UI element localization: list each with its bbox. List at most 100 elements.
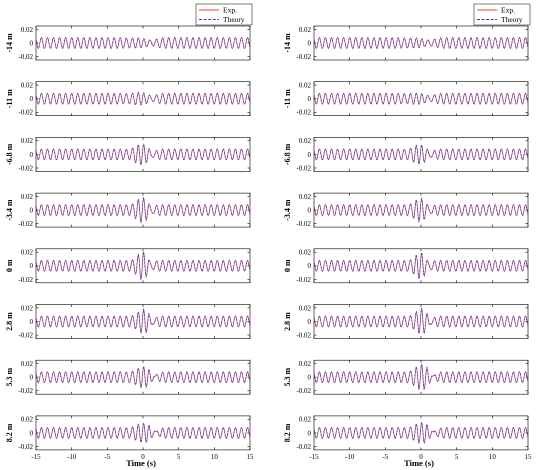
series-theory-line: [313, 144, 529, 165]
row-label: 8.2 m: [283, 423, 292, 442]
x-tick-label: -15: [31, 453, 41, 461]
y-tick-label: -0.02: [296, 109, 311, 117]
plot-frame: [313, 359, 529, 395]
y-tick-label: 0: [30, 318, 34, 326]
series-theory-line: [313, 421, 529, 444]
plot-frame: [35, 415, 251, 451]
x-tick-label: 15: [247, 453, 255, 461]
y-tick-label: 0.02: [21, 137, 34, 145]
y-tick-label: 0: [30, 95, 34, 103]
subplot-left-6: 0.02 0 -0.02 5.3 m: [5, 359, 251, 395]
y-tick-label: -0.02: [18, 332, 33, 340]
y-tick-label: 0.02: [299, 304, 312, 312]
series-theory-line: [313, 92, 529, 105]
y-tick-label: 0: [308, 151, 312, 159]
y-tick-label: -0.02: [18, 443, 33, 451]
series-exp-line: [35, 144, 251, 165]
plot-frame: [313, 192, 529, 228]
x-axis-title-right: Time (s): [404, 458, 434, 468]
x-tick-label: 10: [211, 453, 219, 461]
series-theory-line: [313, 307, 529, 335]
subplot-right-6: 0.02 0 -0.02 5.3 m: [283, 359, 529, 395]
y-tick-label: 0.02: [299, 26, 312, 34]
subplot-left-1: 0.02 0 -0.02 -11 m: [5, 81, 251, 117]
y-tick-label: 0.02: [21, 360, 34, 368]
y-tick-label: 0: [30, 39, 34, 47]
y-tick-label: 0.02: [21, 82, 34, 90]
row-label: -11 m: [283, 89, 292, 108]
y-tick-label: -0.02: [296, 276, 311, 284]
series-theory-line: [35, 37, 251, 49]
y-tick-label: 0: [308, 39, 312, 47]
subplot-left-5: 0.02 0 -0.02 2.8 m: [5, 304, 251, 340]
y-tick-label: 0: [30, 374, 34, 382]
legend-exp-label: Exp.: [223, 6, 237, 15]
y-tick-label: 0: [308, 262, 312, 270]
y-tick-label: -0.02: [18, 164, 33, 172]
y-tick-label: 0.02: [21, 304, 34, 312]
y-tick-label: -0.02: [296, 220, 311, 228]
y-tick-label: -0.02: [18, 387, 33, 395]
row-label: -6.8 m: [5, 143, 14, 165]
subplot-right-5: 0.02 0 -0.02 2.8 m: [283, 304, 529, 340]
subplot-right-0: 0.02 0 -0.02 -14 m: [283, 25, 529, 61]
x-tick-label: 5: [177, 453, 181, 461]
y-tick-label: 0: [30, 207, 34, 215]
row-label: -6.8 m: [283, 143, 292, 165]
subplot-left-2: 0.02 0 -0.02 -6.8 m: [5, 137, 251, 172]
x-axis-title-left: Time (s): [126, 458, 156, 468]
y-tick-label: -0.02: [296, 164, 311, 172]
legend-left: Exp. Theory: [195, 3, 253, 26]
plot-frame: [313, 25, 529, 61]
y-tick-label: 0.02: [299, 82, 312, 90]
y-tick-label: -0.02: [18, 109, 33, 117]
plot-frame: [35, 25, 251, 61]
row-label: 0 m: [283, 259, 292, 272]
y-tick-label: 0.02: [21, 416, 34, 424]
series-theory-line: [35, 250, 251, 281]
series-exp-line: [313, 308, 529, 334]
plot-frame: [313, 137, 529, 172]
y-tick-label: -0.02: [296, 443, 311, 451]
y-tick-label: 0.02: [299, 360, 312, 368]
series-theory-line: [35, 91, 251, 106]
row-label: 5.3 m: [283, 368, 292, 387]
y-tick-label: 0: [30, 151, 34, 159]
y-tick-label: 0: [30, 429, 34, 437]
x-tick-label: 15: [525, 453, 533, 461]
plot-frame: [313, 304, 529, 339]
row-label: -14 m: [283, 33, 292, 53]
x-tick-label: 0: [141, 453, 145, 461]
legend-theory-label: Theory: [223, 15, 245, 24]
y-tick-label: 0.02: [299, 137, 312, 145]
plot-frame: [35, 81, 251, 116]
y-tick-label: -0.02: [296, 53, 311, 61]
subplot-right-1: 0.02 0 -0.02 -11 m: [283, 81, 529, 117]
row-label: 5.3 m: [5, 368, 14, 387]
subplot-left-0: 0.02 0 -0.02 -14 m: [5, 25, 251, 61]
series-theory-line: [35, 308, 251, 334]
y-tick-label: 0: [30, 262, 34, 270]
plot-frame: [313, 81, 529, 116]
series-exp-line: [313, 144, 529, 165]
y-tick-label: 0: [308, 318, 312, 326]
series-exp-line: [313, 364, 529, 390]
y-tick-label: 0: [308, 374, 312, 382]
x-tick-label: -10: [345, 453, 355, 461]
y-tick-label: -0.02: [18, 276, 33, 284]
y-tick-label: 0.02: [299, 249, 312, 257]
y-tick-label: 0: [308, 207, 312, 215]
x-tick-label: -5: [382, 453, 388, 461]
row-label: 2.8 m: [283, 312, 292, 331]
subplot-left-3: 0.02 0 -0.02 -3.4 m: [5, 192, 251, 228]
row-label: -14 m: [5, 33, 14, 53]
row-label: 2.8 m: [5, 312, 14, 331]
y-tick-label: -0.02: [296, 387, 311, 395]
x-tick-label: -5: [104, 453, 110, 461]
series-theory-line: [313, 197, 529, 223]
legend-theory-label: Theory: [501, 15, 523, 24]
y-tick-label: -0.02: [18, 220, 33, 228]
series-theory-line: [35, 422, 251, 443]
series-theory-line: [35, 196, 251, 224]
